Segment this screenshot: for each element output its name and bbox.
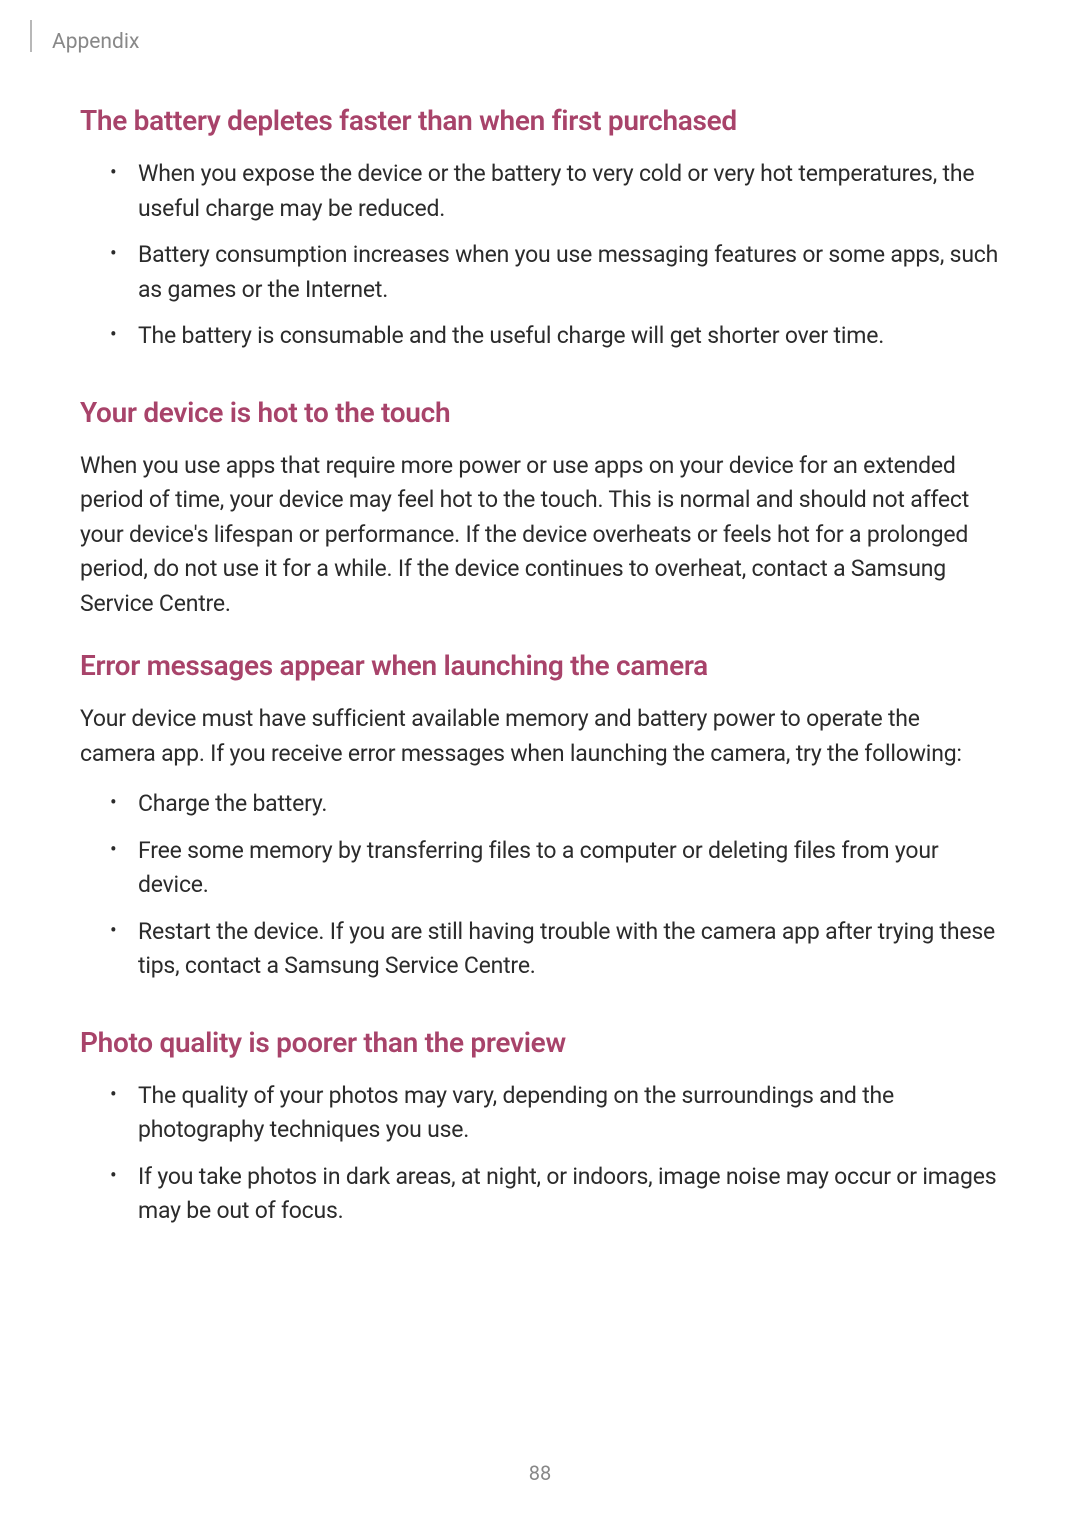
section-photo-quality: Photo quality is poorer than the preview… — [80, 1026, 1000, 1229]
list-item: Battery consumption increases when you u… — [110, 238, 1000, 307]
bullet-list: The quality of your photos may vary, dep… — [80, 1079, 1000, 1229]
body-paragraph: When you use apps that require more powe… — [80, 449, 1000, 622]
bullet-list: Charge the battery. Free some memory by … — [80, 787, 1000, 984]
list-item: If you take photos in dark areas, at nig… — [110, 1160, 1000, 1229]
breadcrumb: Appendix — [52, 30, 139, 54]
header-divider — [30, 20, 32, 52]
list-item: Charge the battery. — [110, 787, 1000, 822]
list-item: When you expose the device or the batter… — [110, 157, 1000, 226]
list-item: Restart the device. If you are still hav… — [110, 915, 1000, 984]
section-heading: Error messages appear when launching the… — [80, 649, 1000, 682]
body-paragraph: Your device must have sufficient availab… — [80, 702, 1000, 771]
list-item: The quality of your photos may vary, dep… — [110, 1079, 1000, 1148]
section-heading: Photo quality is poorer than the preview — [80, 1026, 1000, 1059]
section-camera-errors: Error messages appear when launching the… — [80, 649, 1000, 984]
list-item: Free some memory by transferring files t… — [110, 834, 1000, 903]
page-number: 88 — [0, 1461, 1080, 1485]
bullet-list: When you expose the device or the batter… — [80, 157, 1000, 354]
page-header: Appendix — [30, 30, 1000, 54]
section-heading: The battery depletes faster than when fi… — [80, 104, 1000, 137]
section-heading: Your device is hot to the touch — [80, 396, 1000, 429]
section-battery-depletes: The battery depletes faster than when fi… — [80, 104, 1000, 354]
document-page: Appendix The battery depletes faster tha… — [0, 0, 1080, 1229]
section-device-hot: Your device is hot to the touch When you… — [80, 396, 1000, 622]
list-item: The battery is consumable and the useful… — [110, 319, 1000, 354]
